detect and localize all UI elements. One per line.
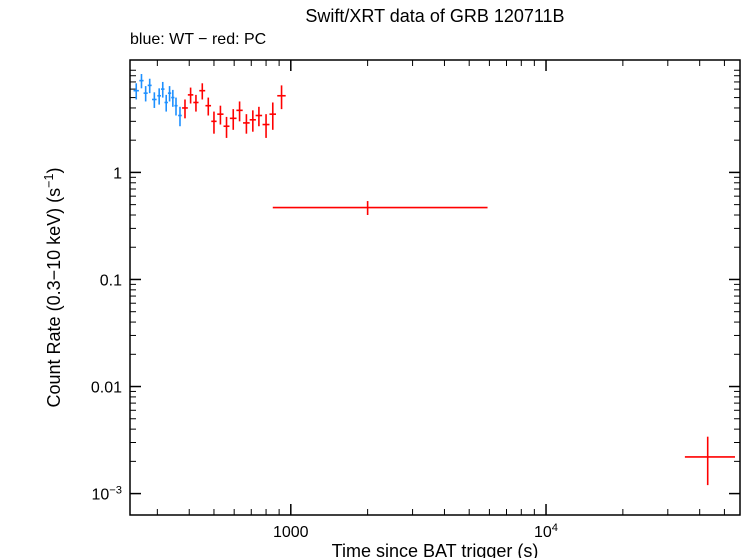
chart-container: 1000 104 10−3 0.01 0.1 1 Swift/XRT data of GRB… (0, 0, 746, 558)
plot-frame (130, 60, 740, 515)
y-tick-label: 10−3 (91, 485, 122, 504)
y-tick-label: 0.01 (91, 380, 122, 397)
y-tick-label: 0.1 (100, 272, 122, 289)
chart-svg: 1000 104 10−3 0.01 0.1 1 Swift/XRT data of GRB… (0, 0, 746, 558)
chart-subtitle: blue: WT − red: PC (130, 31, 266, 48)
chart-title: Swift/XRT data of GRB 120711B (305, 6, 564, 26)
y-tick-label: 1 (113, 165, 122, 182)
x-tick-label: 1000 (273, 524, 309, 541)
x-axis-label: Time since BAT trigger (s) (332, 541, 539, 558)
x-tick-label: 104 (534, 522, 558, 541)
y-axis-label: Count Rate (0.3−10 keV) (s−1) (42, 168, 64, 408)
